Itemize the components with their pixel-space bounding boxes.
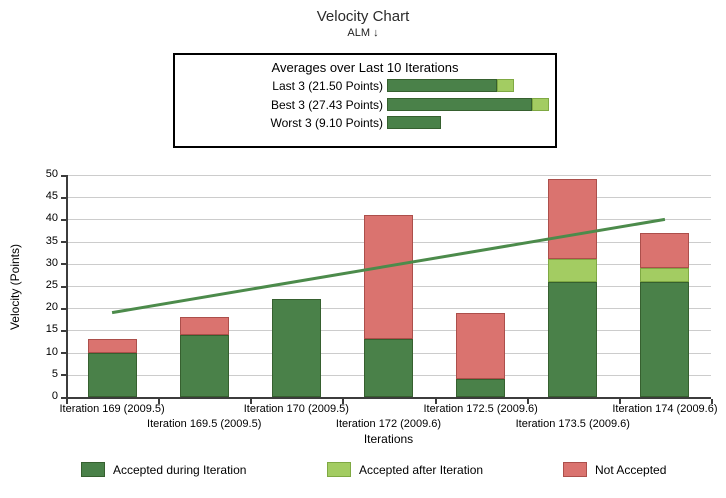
y-tick-mark <box>61 196 66 199</box>
y-tick-mark <box>61 307 66 310</box>
average-row-label: Last 3 (21.50 Points) <box>272 79 383 93</box>
y-tick-label: 30 <box>45 256 58 269</box>
legend-label: Not Accepted <box>595 462 667 477</box>
gridline <box>66 197 711 199</box>
bar-segment-accepted-during[interactable] <box>456 379 506 397</box>
average-bar-accepted-during <box>387 116 441 129</box>
y-tick-label: 5 <box>51 367 58 380</box>
y-tick-mark <box>61 396 66 399</box>
y-tick-label: 45 <box>45 190 58 203</box>
x-tick-mark <box>250 399 253 404</box>
y-tick-label: 10 <box>45 345 58 358</box>
bar-segment-accepted-during[interactable] <box>548 281 598 397</box>
average-bar-accepted-after <box>532 97 549 111</box>
y-tick-label: 15 <box>45 323 58 336</box>
x-tick-mark <box>342 399 345 404</box>
bar-segment-not-accepted[interactable] <box>87 339 137 353</box>
x-category-label: Iteration 172 (2009.6) <box>335 417 442 430</box>
y-tick-label: 50 <box>45 168 58 180</box>
legend-item-accepted-after[interactable]: Accepted after Iteration <box>327 462 483 477</box>
y-tick-mark <box>61 174 66 177</box>
page-title: Velocity Chart <box>316 8 410 25</box>
bar-segment-accepted-after[interactable] <box>640 268 690 282</box>
x-tick-mark <box>526 399 529 404</box>
program-selector-dropdown[interactable]: ALM ↓ <box>347 27 379 39</box>
bar-segment-accepted-during[interactable] <box>640 281 690 397</box>
average-row: Last 3 (21.50 Points) <box>175 79 551 93</box>
bar-segment-not-accepted[interactable] <box>456 312 506 380</box>
y-tick-mark <box>61 263 66 266</box>
x-category-label: Iteration 174 (2009.6) <box>612 403 718 415</box>
average-row-label: Worst 3 (9.10 Points) <box>270 116 384 130</box>
averages-panel-title: Averages over Last 10 Iterations <box>271 60 459 75</box>
average-bar-accepted-during <box>387 97 533 111</box>
y-tick-mark <box>61 329 66 332</box>
average-row-label: Best 3 (27.43 Points) <box>270 97 383 112</box>
y-tick-label: 35 <box>45 234 58 247</box>
legend-item-not-accepted[interactable]: Not Accepted <box>563 462 666 477</box>
x-tick-mark <box>618 399 621 404</box>
y-tick-mark <box>61 241 66 244</box>
y-tick-label: 0 <box>51 390 58 402</box>
bar-segment-accepted-during[interactable] <box>87 352 137 397</box>
bar-segment-accepted-during[interactable] <box>271 299 321 397</box>
y-tick-mark <box>61 285 66 288</box>
average-bar-accepted-during <box>387 79 497 92</box>
x-tick-mark <box>158 399 161 404</box>
x-tick-mark <box>434 399 437 404</box>
x-category-label: Iteration 170 (2009.5) <box>243 403 349 415</box>
legend-swatch-accepted-during <box>81 462 105 477</box>
x-category-label: Iteration 169 (2009.5) <box>59 403 165 415</box>
y-tick-label: 40 <box>45 212 58 225</box>
average-row: Worst 3 (9.10 Points) <box>175 116 551 130</box>
bar-segment-not-accepted[interactable] <box>179 317 229 335</box>
x-tick-mark <box>711 399 713 404</box>
legend-item-accepted-during[interactable]: Accepted during Iteration <box>81 462 246 477</box>
bar-segment-accepted-during[interactable] <box>364 339 413 397</box>
legend-label: Accepted during Iteration <box>113 462 247 477</box>
legend-swatch-accepted-after <box>327 462 351 477</box>
legend-swatch-not-accepted <box>563 462 587 477</box>
x-axis-title: Iterations <box>363 432 414 446</box>
bar-segment-not-accepted[interactable] <box>548 179 598 260</box>
x-category-label: Iteration 172.5 (2009.6) <box>423 403 538 415</box>
legend-label: Accepted after Iteration <box>359 462 484 477</box>
y-tick-mark <box>61 374 66 377</box>
gridline <box>66 175 711 176</box>
y-tick-mark <box>61 352 66 355</box>
bar-segment-not-accepted[interactable] <box>364 214 413 340</box>
y-tick-label: 25 <box>45 279 58 291</box>
x-tick-mark <box>66 399 68 404</box>
x-category-label: Iteration 173.5 (2009.6) <box>515 417 630 430</box>
x-category-label: Iteration 169.5 (2009.5) <box>147 417 262 430</box>
average-bar-accepted-after <box>496 79 514 92</box>
y-axis-line <box>66 175 68 399</box>
averages-panel: Averages over Last 10 Iterations Last 3 … <box>173 53 557 148</box>
x-axis-line <box>66 397 711 399</box>
bar-segment-accepted-during[interactable] <box>179 334 229 397</box>
average-row: Best 3 (27.43 Points) <box>175 97 551 112</box>
bar-segment-not-accepted[interactable] <box>640 232 690 269</box>
y-tick-mark <box>61 218 66 221</box>
y-tick-label: 20 <box>45 301 58 314</box>
bar-segment-accepted-after[interactable] <box>548 259 598 282</box>
